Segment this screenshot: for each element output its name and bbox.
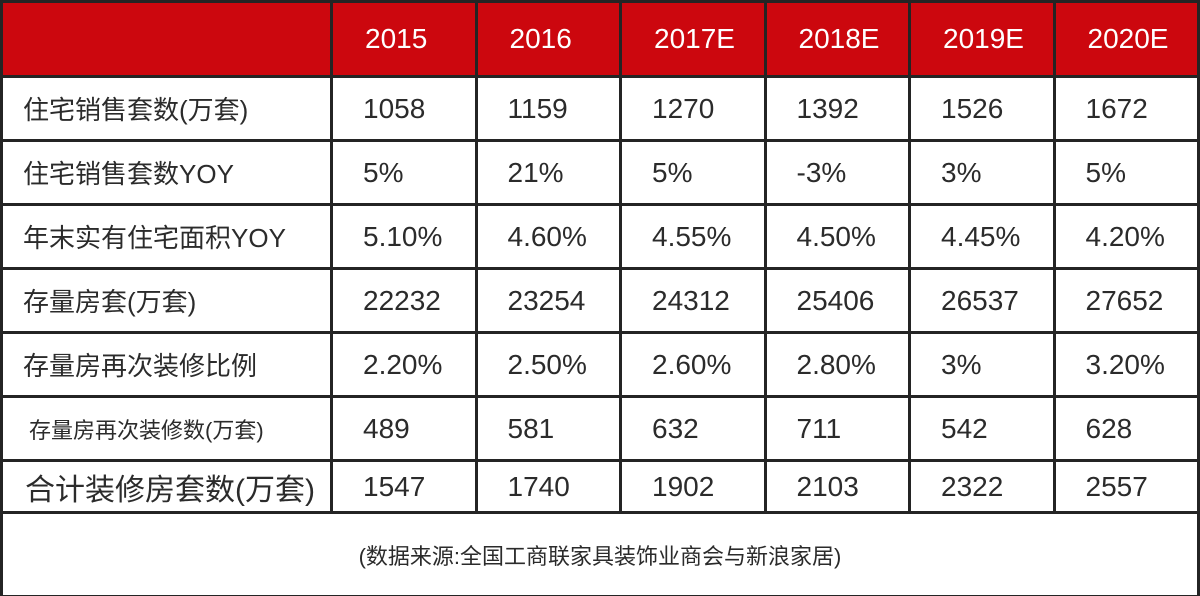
value-cell: 5.10% (330, 203, 478, 270)
value-cell: 26537 (908, 267, 1056, 334)
value-cell: 4.50% (763, 203, 911, 270)
value-cell: 5% (330, 139, 478, 206)
value-cell: 3.20% (1052, 331, 1200, 398)
value-cell: 581 (474, 395, 622, 462)
value-cell: 2.60% (619, 331, 767, 398)
value-cell: 2557 (1052, 459, 1200, 514)
value-cell: 1058 (330, 75, 478, 142)
year-header-cell: 2019E (908, 0, 1056, 78)
value-cell: 1526 (908, 75, 1056, 142)
table-row: 合计装修房套数(万套) 1547 1740 1902 2103 2322 2557 (0, 459, 1200, 514)
footer-row: (数据来源:全国工商联家具装饰业商会与新浪家居) (0, 511, 1200, 596)
year-header-cell: 2018E (763, 0, 911, 78)
value-cell: -3% (763, 139, 911, 206)
table-row: 存量房套(万套) 22232 23254 24312 25406 26537 27652 (0, 267, 1200, 334)
value-cell: 4.20% (1052, 203, 1200, 270)
row-label: 年末实有住宅面积YOY (0, 203, 333, 270)
year-header-cell: 2015 (330, 0, 478, 78)
corner-cell (0, 0, 333, 78)
row-label: 存量房再次装修数(万套) (0, 395, 333, 462)
value-cell: 489 (330, 395, 478, 462)
value-cell: 632 (619, 395, 767, 462)
value-cell: 21% (474, 139, 622, 206)
value-cell: 542 (908, 395, 1056, 462)
value-cell: 24312 (619, 267, 767, 334)
value-cell: 4.60% (474, 203, 622, 270)
value-cell: 4.45% (908, 203, 1056, 270)
year-header-cell: 2020E (1052, 0, 1200, 78)
value-cell: 711 (763, 395, 911, 462)
row-label: 住宅销售套数YOY (0, 139, 333, 206)
row-label: 存量房套(万套) (0, 267, 333, 334)
year-header-cell: 2017E (619, 0, 767, 78)
table-row: 年末实有住宅面积YOY 5.10% 4.60% 4.55% 4.50% 4.45% 4.20… (0, 203, 1200, 270)
row-label: 合计装修房套数(万套) (0, 459, 333, 514)
value-cell: 4.55% (619, 203, 767, 270)
row-label: 住宅销售套数(万套) (0, 75, 333, 142)
value-cell: 1740 (474, 459, 622, 514)
value-cell: 1547 (330, 459, 478, 514)
header-row: 2015 2016 2017E 2018E 2019E 2020E (0, 0, 1200, 78)
value-cell: 1392 (763, 75, 911, 142)
value-cell: 3% (908, 331, 1056, 398)
value-cell: 628 (1052, 395, 1200, 462)
table-header: 2015 2016 2017E 2018E 2019E 2020E (0, 0, 1200, 78)
value-cell: 5% (1052, 139, 1200, 206)
data-source-note: (数据来源:全国工商联家具装饰业商会与新浪家居) (0, 511, 1200, 596)
value-cell: 22232 (330, 267, 478, 334)
value-cell: 2.20% (330, 331, 478, 398)
value-cell: 2.80% (763, 331, 911, 398)
value-cell: 2.50% (474, 331, 622, 398)
table-body: 住宅销售套数(万套) 1058 1159 1270 1392 1526 1672 住宅销售套数… (0, 75, 1200, 596)
table-row: 存量房再次装修数(万套) 489 581 632 711 542 628 (0, 395, 1200, 462)
row-label: 存量房再次装修比例 (0, 331, 333, 398)
value-cell: 5% (619, 139, 767, 206)
value-cell: 23254 (474, 267, 622, 334)
table-row: 住宅销售套数YOY 5% 21% 5% -3% 3% 5% (0, 139, 1200, 206)
table-row: 存量房再次装修比例 2.20% 2.50% 2.60% 2.80% 3% 3.20% (0, 331, 1200, 398)
value-cell: 1902 (619, 459, 767, 514)
value-cell: 27652 (1052, 267, 1200, 334)
year-header-cell: 2016 (474, 0, 622, 78)
value-cell: 25406 (763, 267, 911, 334)
value-cell: 2103 (763, 459, 911, 514)
table-row: 住宅销售套数(万套) 1058 1159 1270 1392 1526 1672 (0, 75, 1200, 142)
value-cell: 1672 (1052, 75, 1200, 142)
value-cell: 2322 (908, 459, 1056, 514)
value-cell: 3% (908, 139, 1056, 206)
value-cell: 1159 (474, 75, 622, 142)
value-cell: 1270 (619, 75, 767, 142)
